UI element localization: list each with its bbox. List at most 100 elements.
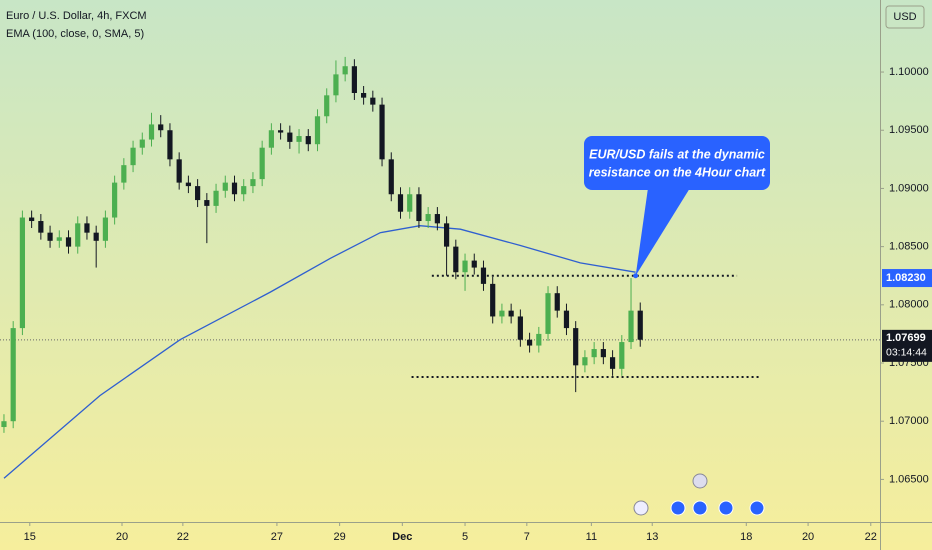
candle-body [29, 217, 35, 222]
candle-body [38, 221, 44, 233]
candle-body [1, 421, 7, 428]
candle-body [56, 237, 62, 241]
chart-title: Euro / U.S. Dollar, 4h, FXCM [6, 10, 147, 22]
y-tick-label: 1.06500 [889, 473, 929, 485]
x-tick-label: 5 [462, 531, 468, 543]
x-tick-label: 27 [271, 531, 283, 543]
candle-body [554, 293, 560, 311]
candle-body [204, 200, 210, 206]
candle-body [19, 217, 26, 329]
candle-body [167, 130, 173, 160]
x-tick-label: 7 [524, 531, 530, 543]
marker-label-bg [882, 269, 932, 288]
candle-body [185, 182, 191, 187]
y-tick-label: 1.08500 [889, 241, 929, 253]
candle-body [573, 328, 579, 366]
candle-body [259, 147, 265, 180]
event-icon[interactable] [749, 500, 765, 516]
candle-body [609, 357, 616, 369]
candle-body [370, 97, 376, 105]
candle-body [361, 92, 367, 98]
event-icon[interactable] [692, 500, 708, 516]
candle-body [139, 139, 145, 148]
candle-body [499, 310, 505, 317]
candle-body [287, 132, 293, 142]
callout-pointer [635, 188, 690, 276]
candle-body [342, 66, 348, 75]
candle-body [222, 182, 228, 191]
candle-body [619, 342, 625, 369]
candle-body [250, 179, 256, 187]
candle-body [305, 136, 311, 145]
x-tick-label: 18 [740, 531, 752, 543]
candle-body [231, 182, 238, 195]
candle-body [324, 95, 330, 117]
candle-body [600, 349, 606, 358]
candle-body [112, 182, 118, 218]
indicator-label: EMA (100, close, 0, SMA, 5) [6, 28, 144, 40]
candle-body [47, 232, 53, 241]
last-price-label: 1.07699 [886, 332, 926, 344]
x-tick-label: 20 [116, 531, 128, 543]
candle-body [545, 293, 551, 334]
candle-body [416, 194, 422, 222]
event-icons [633, 473, 765, 516]
x-tick-label: 29 [333, 531, 345, 543]
x-tick-label: 22 [865, 531, 877, 543]
anchor-point [633, 273, 639, 279]
candle-body [582, 357, 588, 366]
candle-body [407, 194, 413, 212]
candle-body [443, 223, 450, 247]
candle-body [176, 159, 182, 183]
currency-box[interactable] [885, 5, 925, 29]
candle-body [453, 246, 459, 273]
candle-body [213, 190, 219, 206]
candle-body [75, 223, 81, 247]
x-tick-label: 22 [177, 531, 189, 543]
candle-body [471, 260, 477, 268]
candle-body [195, 186, 201, 201]
last-price-bg [882, 329, 932, 362]
event-icon[interactable] [718, 500, 734, 516]
candle-body [102, 217, 109, 241]
candle-body [65, 237, 72, 247]
currency-label[interactable]: USD [893, 11, 916, 23]
x-tick-label: 13 [646, 531, 658, 543]
y-tick-label: 1.10000 [889, 66, 929, 78]
x-tick-label: 11 [586, 531, 597, 543]
candle-body [480, 267, 487, 284]
candle-body [388, 159, 394, 195]
ema-line [3, 225, 636, 479]
candle-body [121, 165, 127, 183]
candle-body [93, 232, 99, 241]
candle-body [130, 147, 136, 166]
y-tick-label: 1.07000 [889, 415, 929, 427]
candle-body [397, 194, 404, 212]
event-icon[interactable] [670, 500, 686, 516]
y-tick-label: 1.09000 [889, 182, 929, 194]
x-tick-label: 20 [802, 531, 814, 543]
candle-body [591, 349, 597, 358]
candle-body [268, 130, 274, 148]
countdown-label: 03:14:44 [886, 347, 927, 359]
y-tick-label: 1.08000 [889, 299, 929, 311]
candle-body [158, 124, 164, 131]
event-icon[interactable] [692, 473, 708, 489]
candle-body [563, 310, 570, 329]
candle-body [508, 310, 514, 317]
callout-box [584, 136, 770, 190]
candle-body [296, 136, 302, 142]
callout-text: resistance on the 4Hour chart [589, 165, 766, 179]
y-tick-label: 1.09500 [889, 124, 929, 136]
candle-body [462, 260, 468, 273]
marker-label: 1.08230 [886, 272, 926, 284]
candle-body [278, 130, 284, 133]
candle-body [628, 310, 634, 343]
candle-body [10, 328, 16, 422]
candle-body [425, 214, 431, 222]
event-icon[interactable] [633, 500, 649, 516]
candle-body [314, 116, 321, 145]
